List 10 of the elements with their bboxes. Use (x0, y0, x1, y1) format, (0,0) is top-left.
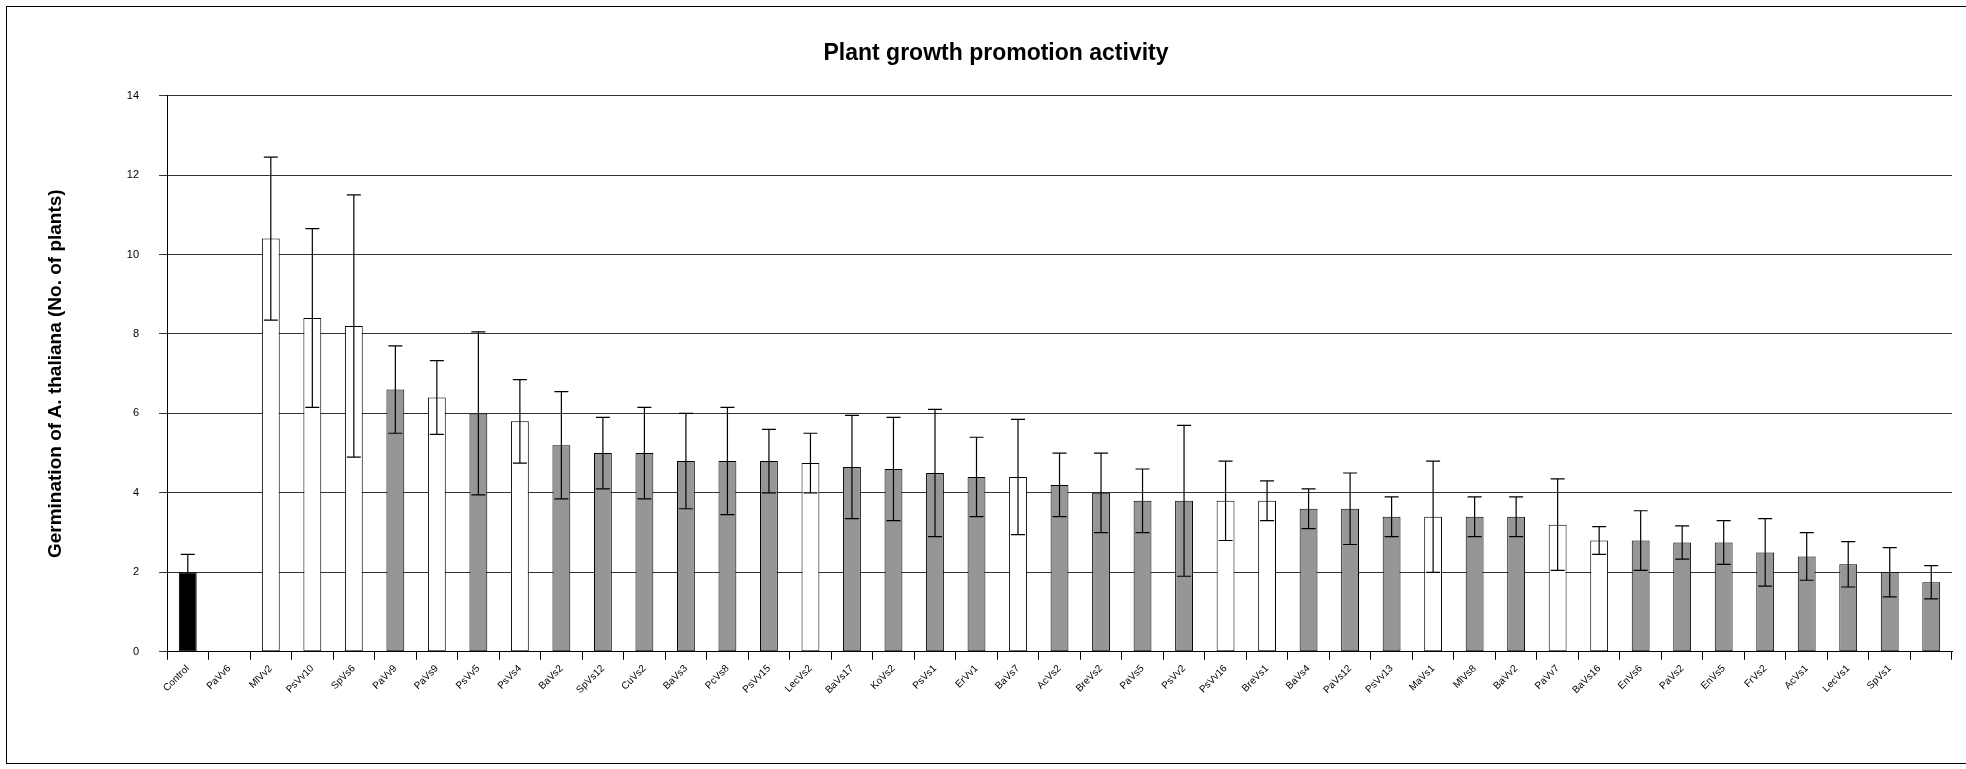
y-tick-label: 0 (132, 644, 140, 657)
y-tick-label: 4 (132, 485, 140, 498)
y-axis-title: Germination of A. thaliana (No. of plants) (43, 189, 65, 559)
y-tick-label: 8 (132, 326, 140, 339)
y-tick-label: 10 (126, 247, 140, 260)
y-tick-label: 6 (132, 406, 140, 419)
chart-title: Plant growth promotion activity (823, 39, 1169, 66)
y-tick-label: 14 (126, 88, 140, 101)
y-tick-label: 2 (132, 565, 140, 578)
y-tick-label: 12 (126, 168, 140, 181)
